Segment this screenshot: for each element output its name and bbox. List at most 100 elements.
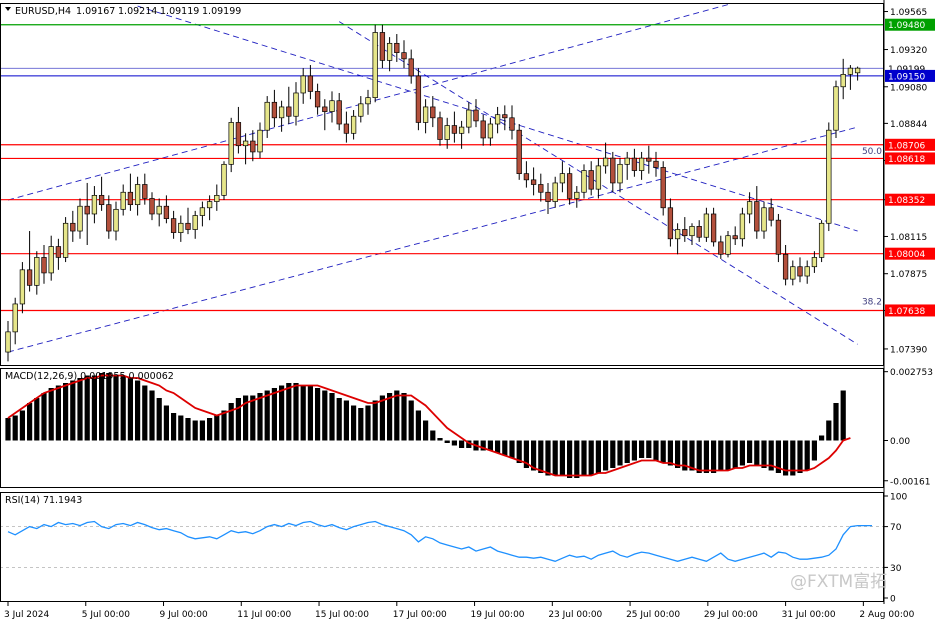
candle-body: [34, 257, 40, 286]
candle-body: [350, 115, 357, 134]
candle-body: [840, 74, 846, 88]
macd-histogram-bar: [372, 400, 378, 441]
candle-body: [646, 157, 652, 162]
rsi-panel: [0, 520, 884, 568]
time-tick-label: 23 Jul 00:00: [548, 610, 602, 620]
macd-histogram-bar: [790, 440, 796, 476]
candle-body: [653, 160, 659, 168]
macd-histogram-bar: [300, 385, 306, 441]
candle-body: [264, 101, 270, 131]
level-price-label-bg: [885, 247, 935, 260]
candle-body: [581, 170, 587, 193]
macd-histogram-bar: [783, 440, 789, 476]
time-tick-label: 5 Jul 00:00: [82, 610, 131, 620]
candle-body: [451, 125, 458, 134]
macd-histogram-bar: [703, 440, 709, 473]
candle-body: [41, 257, 47, 274]
macd-histogram-bar: [5, 418, 11, 441]
macd-histogram-bar: [603, 440, 609, 471]
level-price-label-bg: [885, 193, 935, 206]
macd-histogram-bar: [487, 440, 493, 451]
candle-body: [667, 207, 674, 240]
candle-body: [754, 201, 760, 232]
ohlc-close: 1.09199: [202, 6, 241, 17]
candle-body: [739, 213, 746, 240]
macd-histogram-bar: [408, 400, 414, 441]
candle-body: [257, 129, 263, 153]
macd-histogram-bar: [77, 378, 83, 441]
candle-body: [307, 75, 314, 92]
macd-histogram-bar: [559, 440, 565, 476]
candle-body: [12, 303, 18, 333]
price-tick-label: 1.09320: [890, 46, 927, 56]
candle-body: [437, 117, 443, 140]
candle-body: [624, 157, 630, 165]
candle-body: [674, 229, 681, 240]
candle-body: [710, 213, 717, 243]
macd-histogram-bar: [761, 440, 767, 468]
macd-histogram-bar: [199, 420, 205, 441]
macd-histogram-bar: [243, 395, 249, 441]
macd-histogram-bar: [502, 440, 508, 456]
macd-histogram-bar: [307, 385, 313, 441]
candle-body: [732, 235, 738, 240]
time-tick-label: 11 Jul 00:00: [237, 610, 291, 620]
time-tick-label: 25 Jul 00:00: [626, 610, 680, 620]
channel-line: [137, 5, 858, 232]
candle-body: [804, 266, 810, 277]
candle-body: [84, 205, 90, 215]
candle-body: [761, 207, 767, 232]
current-price-label: 1.09150: [888, 72, 925, 82]
price-tick-label: 1.09080: [890, 83, 927, 93]
price-panel: 50.0 38.2: [0, 4, 884, 362]
macd-histogram-bar: [775, 440, 781, 473]
candle-body: [322, 106, 328, 112]
macd-histogram-bar: [718, 440, 724, 471]
macd-tick-label: 0.002753: [890, 368, 933, 378]
macd-histogram-bar: [466, 440, 472, 448]
candle-body: [566, 173, 573, 199]
candle-body: [394, 42, 400, 53]
macd-histogram-bar: [149, 390, 155, 441]
price-tick-label: 1.07875: [890, 270, 927, 280]
candle-body: [127, 191, 134, 206]
level-price-label: 1.08004: [888, 250, 925, 260]
candle-body: [386, 42, 393, 61]
level-price-label-bg: [885, 304, 935, 317]
time-tick-label: 3 Jul 2024: [4, 610, 49, 620]
macd-histogram-bar: [394, 390, 400, 441]
candle-body: [530, 179, 537, 185]
ohlc-open: 1.09167: [76, 6, 115, 17]
macd-histogram-bar: [34, 398, 40, 441]
candle-body: [156, 205, 162, 215]
candle-body: [408, 58, 414, 77]
price-tick-label: 1.09565: [890, 8, 927, 18]
candle-body: [19, 269, 26, 305]
time-tick-label: 19 Jul 00:00: [471, 610, 525, 620]
macd-histogram-bar: [214, 415, 220, 441]
candle-body: [696, 226, 702, 238]
ask-price-label: 1.09199: [888, 65, 925, 75]
macd-histogram-bar: [588, 440, 594, 476]
collapse-triangle-icon[interactable]: [5, 7, 11, 11]
macd-histogram-bar: [747, 440, 753, 463]
candle-body: [444, 125, 450, 140]
candle-body: [336, 100, 342, 125]
level-price-label-bg: [885, 152, 935, 165]
candle-body: [55, 246, 62, 258]
candle-body: [77, 205, 83, 232]
macd-histogram-bar: [171, 413, 177, 441]
candle-body: [113, 208, 119, 232]
macd-histogram-bar: [19, 410, 25, 441]
ohlc-low: 1.09119: [160, 6, 199, 17]
level-price-label: 1.08706: [888, 141, 925, 151]
macd-histogram-bar: [351, 405, 357, 441]
macd-histogram-bar: [286, 383, 292, 441]
macd-label: MACD(12,26,9) 0.001955 0.000062: [5, 371, 174, 382]
macd-histogram-bar: [48, 388, 54, 441]
candle-body: [725, 235, 731, 255]
macd-histogram-bar: [84, 375, 90, 441]
time-tick-label: 2 Aug 00:00: [859, 610, 914, 620]
